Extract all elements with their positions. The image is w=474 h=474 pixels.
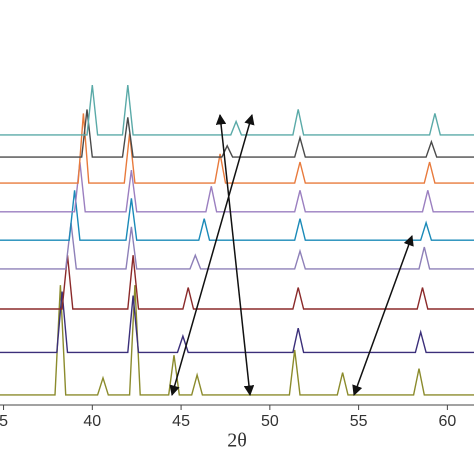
traces [0, 85, 474, 396]
arrow [215, 113, 255, 397]
x-axis-label: 2θ [227, 430, 247, 452]
trace [0, 255, 474, 310]
arrow [352, 235, 414, 396]
x-tick-label: 55 [350, 413, 368, 430]
trace [0, 190, 474, 241]
trace [0, 85, 474, 136]
x-tick-label: 45 [172, 413, 190, 430]
trace [0, 291, 474, 354]
trace [0, 285, 474, 396]
x-tick-label: 5 [0, 413, 8, 430]
trace [0, 109, 474, 158]
x-tick-label: 50 [261, 413, 279, 430]
x-tick-label: 40 [83, 413, 101, 430]
x-tick-label: 60 [438, 413, 456, 430]
